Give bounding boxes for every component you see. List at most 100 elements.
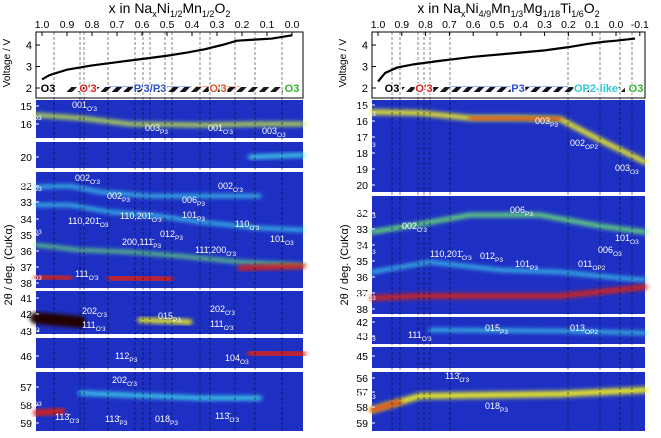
peak-label: 001O'3	[72, 100, 97, 113]
peak-label: 101O3	[352, 243, 376, 256]
peak-label: 003P3	[535, 116, 558, 129]
peak-label: 018P3	[485, 401, 508, 414]
peak-phase: O3	[33, 275, 42, 282]
peak-label: 001O'3	[208, 123, 233, 136]
x-tick-label: 0.6	[135, 19, 150, 31]
peak-label: 111O'3	[82, 320, 106, 333]
peak-index: 002	[570, 138, 585, 148]
y-tick-label: 46	[20, 351, 32, 363]
peak-label: 006O3	[598, 245, 622, 258]
voltage-tick-label: 2	[26, 83, 32, 95]
peak-index: 101	[270, 234, 285, 244]
y-tick-label: 18	[356, 148, 368, 160]
peak-phase: O3	[630, 239, 639, 246]
x-tick-label: 1.0	[35, 19, 50, 31]
peak-index: 202	[82, 306, 97, 316]
peak-phase: O'3	[229, 417, 239, 424]
y-tick-label: 16	[356, 116, 368, 128]
peak-label: 012O3	[352, 289, 376, 302]
x-tick-label: 0.6	[466, 19, 481, 31]
peak-index: 101	[515, 259, 530, 269]
peak-index: 002	[218, 181, 233, 191]
peak-phase: O'3	[233, 187, 243, 194]
x-tick-label: 0.9	[394, 19, 409, 31]
peak-label: 113̄P3	[105, 414, 128, 427]
peak-label: 006O3	[18, 180, 42, 193]
title-text: O	[214, 0, 225, 16]
peak-phase: O3	[367, 213, 376, 220]
y-tick-label: 33	[20, 197, 32, 209]
phase-label: O3	[285, 83, 300, 95]
phase-label: O3	[385, 83, 400, 95]
voltage-axis-label: Voltage / V	[338, 38, 349, 87]
y-tick-label: 43	[356, 331, 368, 343]
peak-phase: P3	[175, 235, 183, 242]
peak-phase: O3	[33, 229, 42, 236]
y-tick-label: 16	[20, 119, 32, 131]
peak-label: 101O3	[270, 234, 294, 247]
peak-label: 104O3	[225, 353, 249, 366]
x-tick-label: 0.0	[609, 19, 624, 31]
peak-label: 012P3	[480, 251, 503, 264]
peak-phase: O'3	[417, 227, 427, 234]
peak-index: 006	[182, 195, 197, 205]
phase-label: P'3/P3	[134, 83, 167, 95]
title-subscript: 1/6	[571, 9, 584, 19]
peak-phase: P3	[550, 122, 558, 129]
title-text: Ni	[157, 0, 170, 16]
peak-label: 015P3	[158, 311, 181, 324]
peak-index: 110,201̄	[68, 216, 102, 226]
peak-index: 104	[352, 330, 367, 340]
peak-index: 012	[18, 269, 33, 279]
peak-phase: O'3	[89, 275, 99, 282]
peak-index: 111	[408, 330, 422, 340]
peak-phase: O3	[367, 336, 376, 343]
peak-label: 202O'3	[112, 375, 137, 388]
xrd-panel	[36, 372, 303, 431]
peak-phase: P3	[500, 407, 508, 414]
peak-label: 003O3	[262, 126, 286, 139]
peak-index: 110,201̄	[120, 211, 154, 221]
intensity-streak	[370, 400, 402, 412]
peak-phase: OP2	[585, 144, 598, 151]
peak-index: 012	[160, 229, 175, 239]
y-tick-label: 36	[20, 246, 32, 258]
y-tick-label: 36	[356, 272, 368, 284]
peak-index: 113̄	[445, 371, 461, 381]
y-tick-label: 32	[356, 208, 368, 220]
peak-label: 012P3	[160, 229, 183, 242]
title-text: Mn	[491, 0, 510, 16]
peak-label: 113̄O'3	[55, 412, 80, 425]
peak-label: 003P3	[145, 123, 168, 136]
voltage-curve	[41, 34, 293, 81]
peak-index: 018	[18, 395, 33, 405]
phase-hatch	[402, 87, 625, 92]
title-subscript: 2	[595, 9, 600, 19]
peak-phase: P3	[129, 357, 137, 364]
peak-index: 112	[115, 351, 129, 361]
peak-phase: O3	[367, 111, 376, 118]
voltage-tick-label: 3	[362, 62, 368, 74]
phase-label: O'3	[209, 83, 226, 95]
peak-phase: O'3	[223, 129, 233, 136]
peak-phase: OP2	[592, 265, 605, 272]
peak-index: 104	[225, 353, 240, 363]
peak-phase: P3	[530, 265, 538, 272]
title-subscript: x	[461, 9, 466, 19]
x-tick-label: 0.2	[561, 19, 576, 31]
intensity-streak	[247, 350, 306, 357]
intensity-streak	[34, 184, 262, 198]
peak-label: 003O3	[352, 136, 376, 149]
peak-index: 012	[480, 251, 495, 261]
peak-index: 003	[535, 116, 550, 126]
peak-label: 002O'3	[218, 181, 243, 194]
peak-index: 101	[182, 210, 197, 220]
peak-index: 002	[75, 173, 90, 183]
peak-phase: O3	[613, 251, 622, 258]
peak-phase: O'3	[87, 106, 97, 113]
phase-label: OP2-like	[574, 83, 618, 95]
y-axis-label: 2θ / deg. (CuKα)	[339, 225, 351, 306]
peak-index: 101	[352, 243, 367, 253]
intensity-streak	[248, 153, 305, 159]
peak-phase: O'3	[226, 251, 236, 258]
